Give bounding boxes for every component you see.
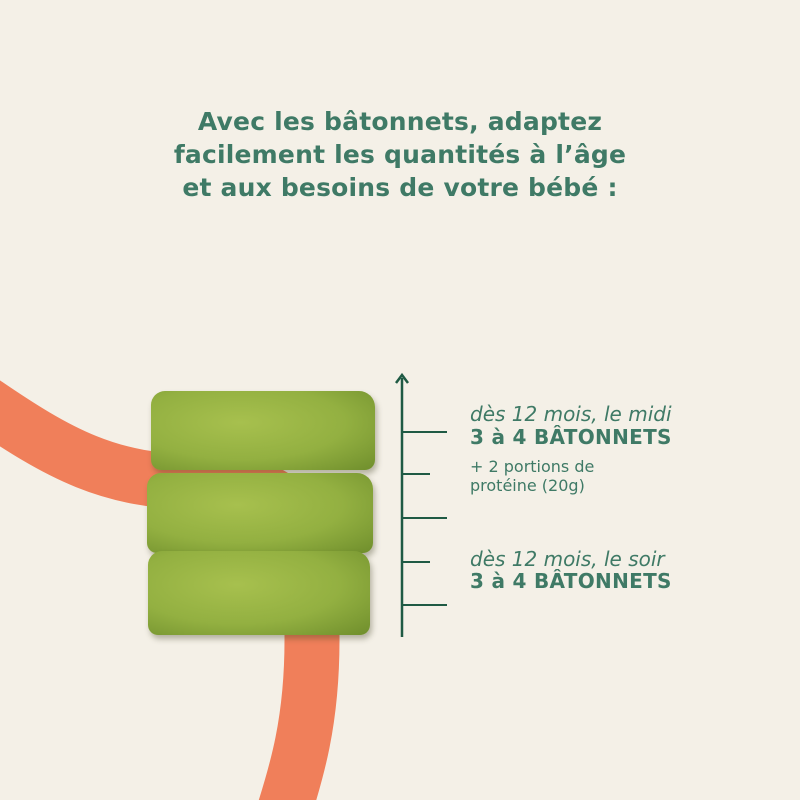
stick-middle [147, 473, 373, 553]
noon-amount: 3 à 4 BÂTONNETS [470, 425, 672, 449]
evening-context: dès 12 mois, le soir [470, 547, 665, 571]
noon-context: dès 12 mois, le midi [470, 402, 672, 426]
evening-amount: 3 à 4 BÂTONNETS [470, 569, 672, 593]
headline-line: Avec les bâtonnets, adaptez [197, 107, 603, 136]
stick-top [151, 391, 375, 470]
noon-extra: protéine (20g) [470, 476, 585, 495]
headline-line: et aux besoins de votre bébé : [182, 173, 618, 202]
arrow-up-icon [395, 372, 409, 384]
noon-extra: + 2 portions de [470, 457, 595, 476]
stick-bottom [148, 551, 370, 635]
headline-line: facilement les quantités à l’âge [173, 140, 627, 169]
headline: Avec les bâtonnets, adaptez facilement l… [0, 105, 800, 204]
